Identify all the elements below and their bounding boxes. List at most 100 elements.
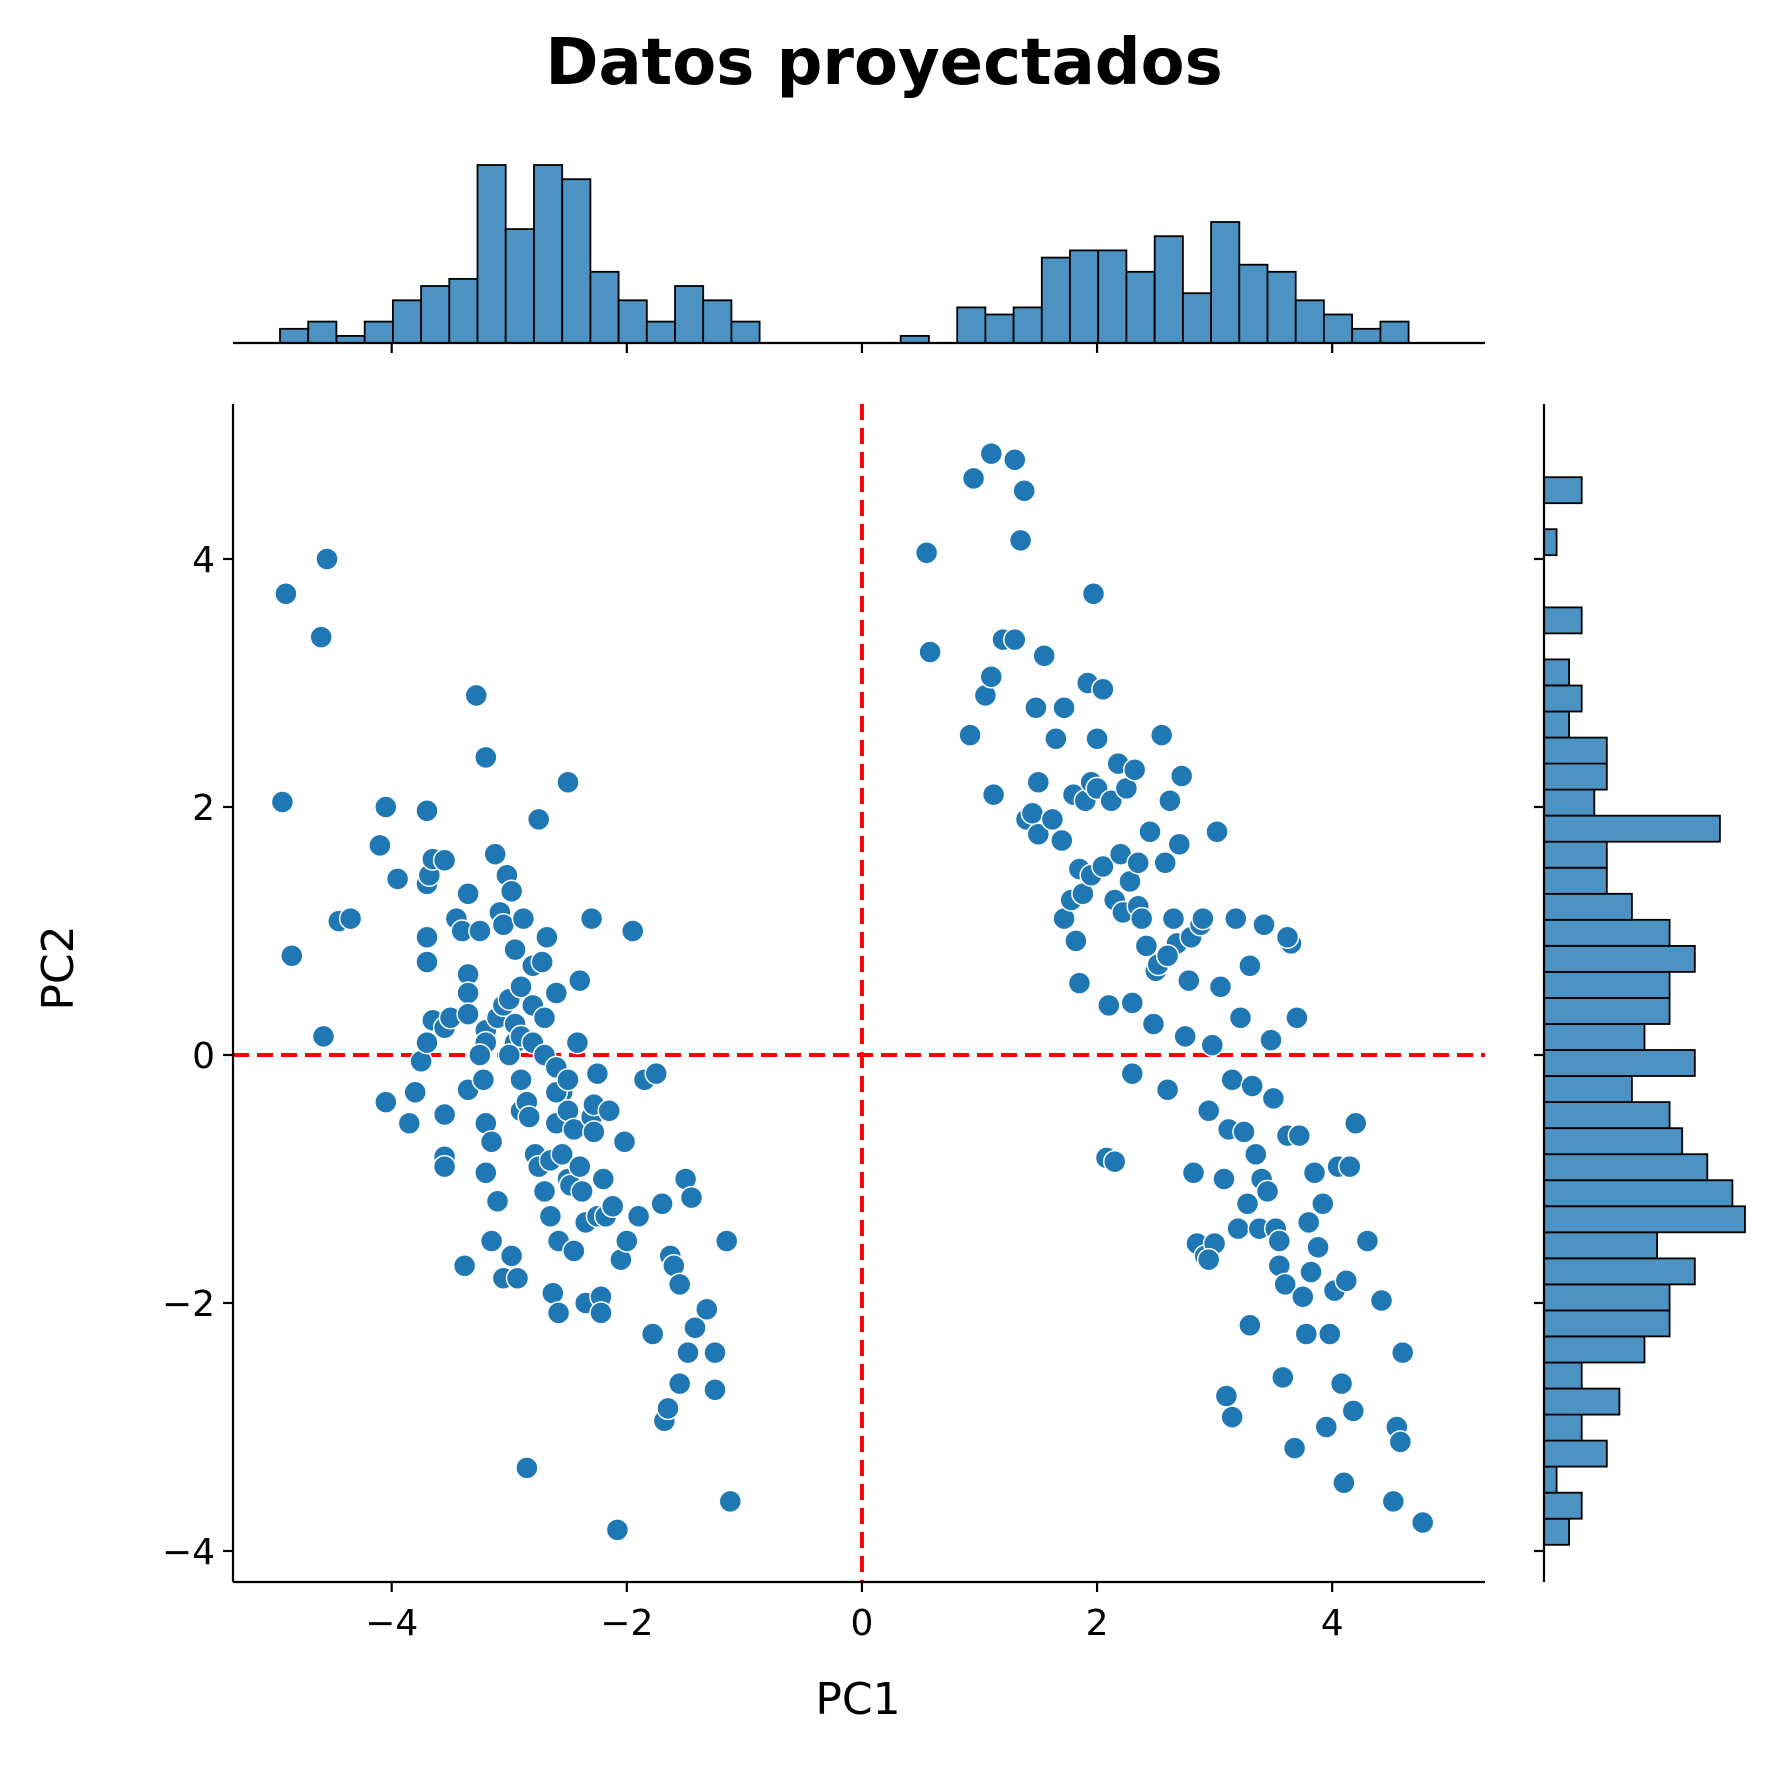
scatter-point	[1338, 1154, 1362, 1179]
scatter-point	[979, 441, 1004, 466]
histogram-bar-y	[1543, 1231, 1658, 1260]
histogram-bar-y	[1543, 1361, 1583, 1390]
scatter-point	[1173, 1024, 1197, 1049]
scatter-point	[497, 1043, 522, 1067]
scatter-point	[644, 1061, 668, 1086]
histogram-bar-y	[1543, 528, 1558, 557]
scatter-point	[432, 848, 457, 873]
scatter-point	[1050, 828, 1074, 853]
scatter-point	[568, 968, 592, 993]
scatter-point	[579, 906, 604, 931]
scatter-point	[485, 1189, 510, 1214]
scatter-point	[1244, 1142, 1268, 1166]
histogram-bar-x	[1153, 235, 1184, 344]
scatter-point	[509, 975, 533, 999]
scatter-point	[597, 1099, 621, 1123]
scatter-point	[1181, 1161, 1206, 1185]
scatter-point	[620, 919, 645, 943]
scatter-point	[1291, 1285, 1315, 1309]
scatter-point	[1228, 1006, 1253, 1030]
scatter-point	[1252, 913, 1276, 937]
scatter-plot-area	[233, 404, 1485, 1582]
scatter-point	[656, 1396, 680, 1421]
histogram-bar-x	[956, 306, 987, 344]
scatter-point	[1381, 1489, 1406, 1514]
scatter-point	[1232, 1120, 1256, 1144]
scatter-point	[415, 1030, 439, 1055]
scatter-point	[1240, 1074, 1264, 1098]
histogram-bar-x	[1182, 292, 1213, 344]
scatter-point	[1226, 1216, 1250, 1241]
histogram-bar-y	[1543, 918, 1671, 947]
scatter-point	[374, 1090, 398, 1114]
scatter-point	[483, 842, 507, 866]
histogram-bar-x	[1323, 313, 1354, 344]
histogram-bar-y	[1543, 1491, 1583, 1520]
scatter-point	[1020, 801, 1045, 825]
histogram-bar-y	[1543, 840, 1608, 869]
histogram-bar-x	[984, 313, 1015, 344]
scatter-point	[565, 1030, 590, 1055]
scatter-point	[1003, 448, 1027, 472]
scatter-point	[1177, 968, 1201, 993]
scatter-point	[1343, 1111, 1368, 1135]
histogram-bar-x	[617, 299, 648, 344]
scatter-point	[474, 1161, 498, 1185]
marginal-y-histogram	[1542, 404, 1746, 1582]
scatter-point	[1191, 906, 1215, 931]
y-tick-label: 4	[192, 540, 215, 581]
scatter-point	[1120, 991, 1145, 1015]
scatter-point	[667, 1272, 692, 1297]
scatter-point	[650, 1192, 674, 1216]
histogram-bar-y	[1543, 710, 1571, 739]
scatter-point	[546, 1301, 571, 1325]
scatter-point	[538, 1204, 563, 1228]
scatter-point	[958, 723, 982, 747]
histogram-bar-x	[533, 164, 564, 344]
scatter-point	[1026, 822, 1051, 847]
scatter-point	[471, 1068, 496, 1092]
scatter-point	[1208, 975, 1233, 999]
scatter-point	[1155, 944, 1180, 968]
scatter-point	[415, 798, 439, 823]
histogram-bar-x	[674, 285, 705, 344]
histogram-bar-y	[1543, 684, 1583, 713]
scatter-point	[1040, 807, 1065, 832]
histogram-bar-x	[1097, 249, 1128, 344]
histogram-bar-y	[1543, 945, 1696, 973]
scatter-point	[1167, 832, 1192, 856]
scatter-point	[530, 950, 554, 974]
scatter-point	[270, 790, 295, 814]
scatter-point	[468, 1043, 492, 1067]
scatter-point	[1329, 1371, 1354, 1396]
y-tick-label: 2	[192, 788, 215, 829]
scatter-point	[415, 925, 439, 949]
scatter-point	[515, 1456, 539, 1480]
scatter-point	[914, 541, 939, 565]
scatter-point	[468, 919, 492, 943]
scatter-point	[374, 795, 398, 819]
scatter-point	[274, 581, 298, 606]
histogram-bar-x	[1351, 327, 1382, 344]
histogram-bar-x	[420, 285, 451, 344]
scatter-point	[1161, 906, 1186, 931]
histogram-bar-x	[1379, 320, 1410, 344]
scatter-point	[1091, 677, 1115, 701]
histogram-bar-y	[1543, 1101, 1671, 1129]
histogram-bar-y	[1543, 1309, 1671, 1338]
scatter-point	[368, 833, 392, 858]
scatter-point	[683, 1316, 707, 1340]
x-tick-label: 4	[1321, 1603, 1344, 1644]
scatter-point	[1299, 1260, 1323, 1284]
histogram-bar-x	[1040, 256, 1071, 344]
histogram-bar-y	[1543, 1257, 1696, 1286]
histogram-bar-y	[1543, 892, 1633, 921]
scatter-point	[1149, 723, 1174, 747]
scatter-point	[1332, 1471, 1356, 1495]
y-tick-label: −4	[162, 1532, 215, 1573]
histogram-bar-y	[1543, 1465, 1558, 1494]
scatter-point	[1091, 854, 1115, 879]
histogram-bar-x	[279, 327, 310, 344]
histogram-bar-y	[1543, 1023, 1646, 1051]
scatter-point	[1155, 1077, 1180, 1102]
